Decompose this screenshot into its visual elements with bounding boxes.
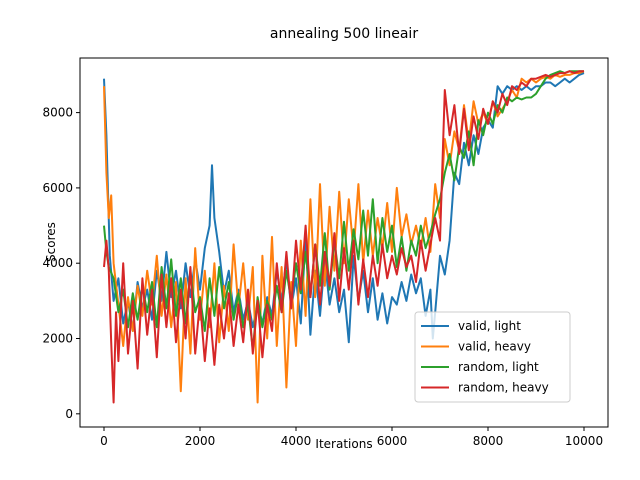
legend-label-1: valid, heavy (458, 340, 531, 354)
x-tick-label-3: 6000 (377, 434, 408, 448)
y-tick-label-1: 2000 (42, 332, 73, 346)
x-tick-label-2: 4000 (281, 434, 312, 448)
legend-label-3: random, heavy (458, 381, 549, 395)
y-tick-label-3: 6000 (42, 181, 73, 195)
x-tick-label-0: 0 (100, 434, 108, 448)
x-axis-label: Iterations (315, 437, 372, 451)
y-tick-label-0: 0 (65, 407, 73, 421)
legend-label-2: random, light (458, 360, 539, 374)
legend-label-0: valid, light (458, 319, 521, 333)
y-tick-label-4: 8000 (42, 106, 73, 120)
x-tick-label-4: 8000 (473, 434, 504, 448)
legend: valid, light valid, heavy random, light ran… (415, 312, 570, 402)
chart-title: annealing 500 lineair (270, 26, 418, 42)
x-tick-label-5: 10000 (565, 434, 603, 448)
x-tick-label-1: 2000 (185, 434, 216, 448)
y-axis-label: Scores (44, 222, 58, 262)
